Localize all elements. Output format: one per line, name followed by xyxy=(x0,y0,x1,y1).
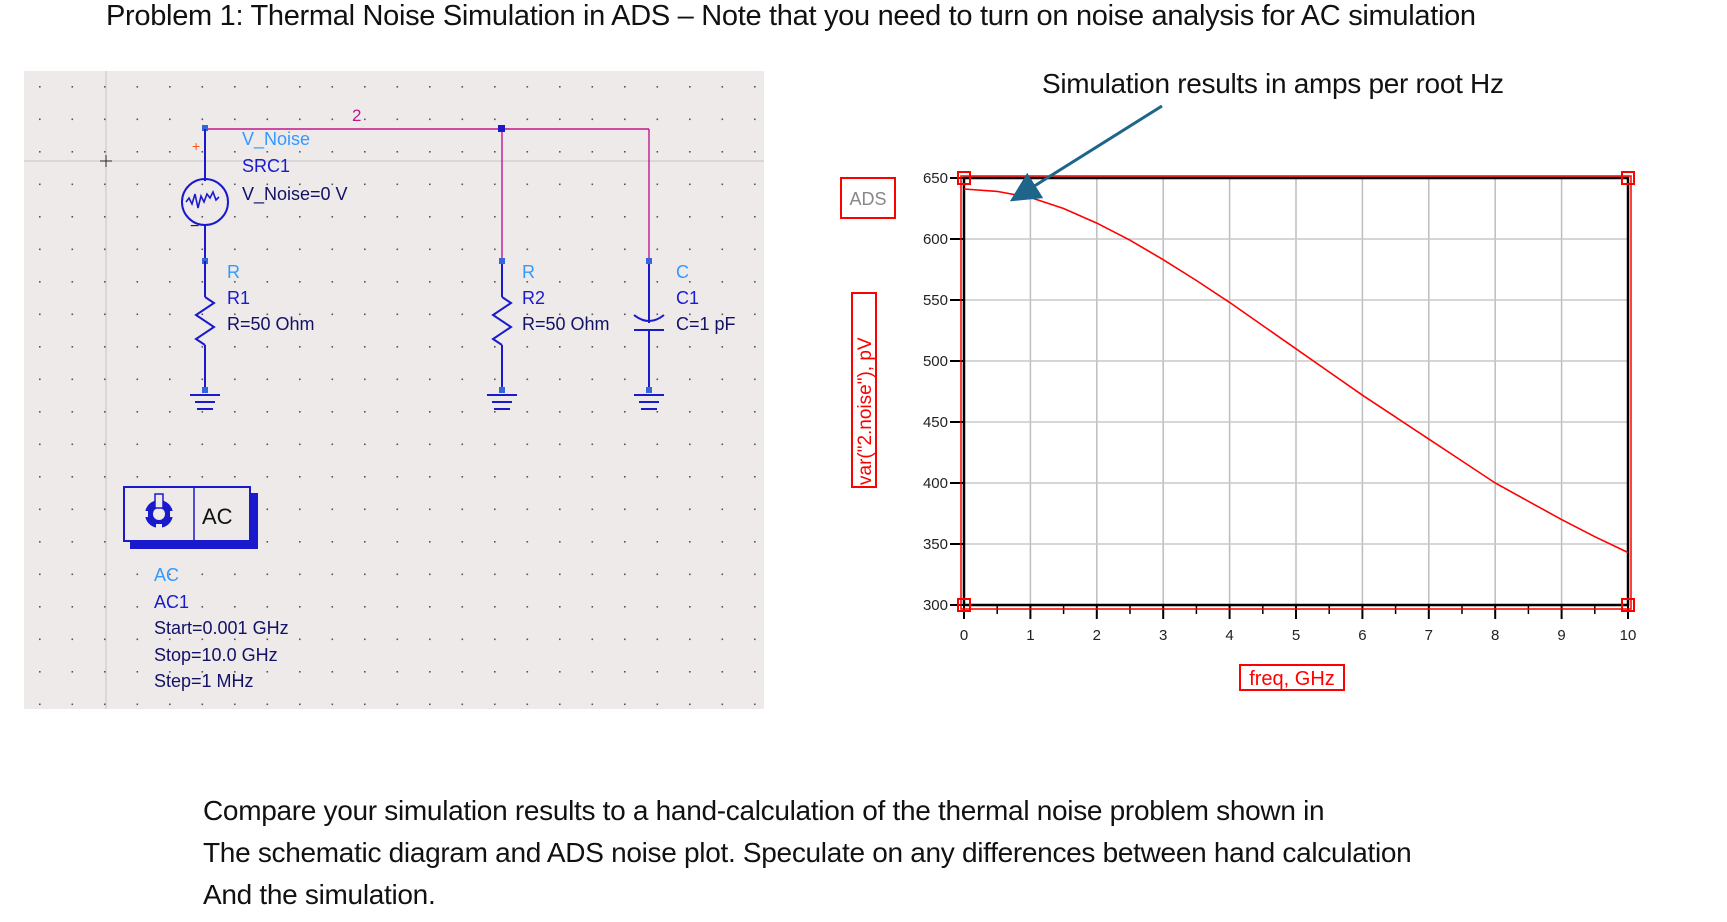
resistor-icon xyxy=(194,296,216,346)
svg-text:freq, GHz: freq, GHz xyxy=(1249,668,1335,690)
capacitor-c1[interactable] xyxy=(633,258,665,393)
r1-type-label: R xyxy=(227,262,240,282)
r2-name-label: R2 xyxy=(522,288,545,308)
question-line: And the simulation. xyxy=(203,879,436,910)
chart-gridlines xyxy=(963,177,1629,606)
svg-text:9: 9 xyxy=(1557,627,1565,644)
ground-icon xyxy=(634,394,664,410)
gear-simulation-icon xyxy=(142,493,176,530)
ac-stop-label: Stop=10.0 GHz xyxy=(154,645,278,665)
net-wire[interactable] xyxy=(202,125,650,261)
svg-text:600: 600 xyxy=(923,231,948,248)
svg-text:400: 400 xyxy=(923,475,948,492)
svg-text:650: 650 xyxy=(923,170,948,187)
y-axis-label: var("2.noise"), pV xyxy=(851,292,877,488)
svg-text:4: 4 xyxy=(1225,627,1233,644)
r1-value-label: R=50 Ohm xyxy=(227,314,315,334)
question-line: Compare your simulation results to a han… xyxy=(203,795,1325,826)
svg-text:0: 0 xyxy=(960,627,968,644)
minus-sign: − xyxy=(190,218,199,235)
resistor-icon xyxy=(491,296,513,346)
c1-value-label: C=1 pF xyxy=(676,314,736,334)
svg-text:7: 7 xyxy=(1425,627,1433,644)
svg-text:8: 8 xyxy=(1491,627,1499,644)
svg-text:var("2.noise"), pV: var("2.noise"), pV xyxy=(855,337,876,485)
page-title: Problem 1: Thermal Noise Simulation in A… xyxy=(106,0,1476,32)
ac-type-label: AC xyxy=(154,565,179,585)
c1-name-label: C1 xyxy=(676,288,699,308)
resistor-r1[interactable] xyxy=(194,261,216,393)
svg-text:ADS: ADS xyxy=(849,189,886,209)
ads-noise-plot: ADS var("2.noise"), pV 0 1 2 3 4 5 6 7 8 9 10 650 60… xyxy=(840,150,1727,710)
x-axis-label: freq, GHz xyxy=(1239,664,1345,691)
ads-schematic: 2 + − xyxy=(24,71,764,709)
ac-step-label: Step=1 MHz xyxy=(154,671,254,691)
r2-value-label: R=50 Ohm xyxy=(522,314,610,334)
svg-text:5: 5 xyxy=(1292,627,1300,644)
ground-icon xyxy=(190,394,220,410)
svg-text:300: 300 xyxy=(923,597,948,614)
svg-text:3: 3 xyxy=(1159,627,1167,644)
svg-text:6: 6 xyxy=(1358,627,1366,644)
ac-name-label: AC1 xyxy=(154,592,189,612)
source-name-label: SRC1 xyxy=(242,156,290,176)
r2-type-label: R xyxy=(522,262,535,282)
noise-curve xyxy=(963,188,1629,554)
plus-sign: + xyxy=(192,138,200,154)
capacitor-icon xyxy=(633,314,665,322)
svg-text:1: 1 xyxy=(1026,627,1034,644)
svg-text:2: 2 xyxy=(1093,627,1101,644)
source-value-label: V_Noise=0 V xyxy=(242,184,348,205)
chart-tick-labels: 0 1 2 3 4 5 6 7 8 9 10 650 600 550 500 450 400 350 300 xyxy=(923,170,1636,644)
source-type-label: V_Noise xyxy=(242,129,310,150)
ads-logo: ADS xyxy=(840,177,896,219)
svg-text:550: 550 xyxy=(923,292,948,309)
noise-waveform-icon xyxy=(185,190,220,209)
chart-canvas: ADS var("2.noise"), pV 0 1 2 3 4 5 6 7 8 9 10 650 60… xyxy=(840,170,1636,691)
c1-type-label: C xyxy=(676,262,689,282)
question-text: Compare your simulation results to a han… xyxy=(203,790,1412,916)
origin-cross-icon xyxy=(100,155,112,167)
svg-text:350: 350 xyxy=(923,536,948,553)
r1-name-label: R1 xyxy=(227,288,250,308)
ac-start-label: Start=0.001 GHz xyxy=(154,618,289,638)
schematic-canvas: 2 + − xyxy=(24,71,764,709)
ac-block-label: AC xyxy=(202,504,233,529)
svg-text:500: 500 xyxy=(923,353,948,370)
resistor-r2[interactable] xyxy=(491,258,513,393)
ground-icon xyxy=(487,394,517,410)
svg-text:450: 450 xyxy=(923,414,948,431)
chart-axes xyxy=(950,171,1635,619)
net-label: 2 xyxy=(352,106,361,125)
question-line: The schematic diagram and ADS noise plot… xyxy=(203,837,1412,868)
svg-text:10: 10 xyxy=(1620,627,1637,644)
grid-dots xyxy=(24,71,764,709)
annotation-text: Simulation results in amps per root Hz xyxy=(1042,68,1504,99)
ac-simulation-block[interactable]: AC xyxy=(123,486,258,549)
